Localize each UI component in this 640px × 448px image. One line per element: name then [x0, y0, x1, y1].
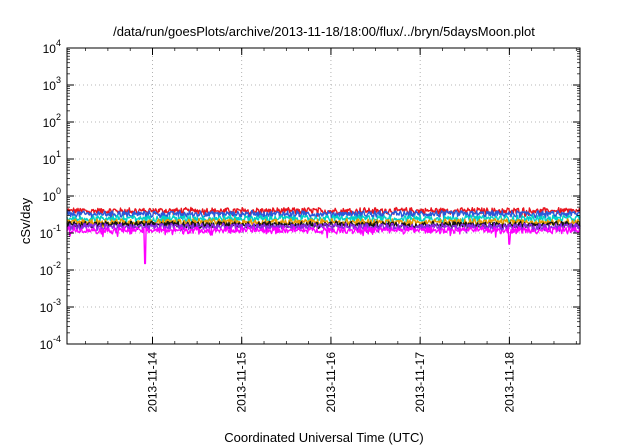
series-line — [66, 209, 581, 222]
x-axis: 2013-11-14 2013-11-15 2013-11-16 2013-11-17… — [85, 48, 577, 413]
y-tick-label: 10-4 — [40, 334, 61, 352]
chart-title: /data/run/goesPlots/archive/2013-11-18/1… — [113, 24, 535, 39]
y-tick-label: 10-2 — [40, 260, 61, 278]
y-tick-label: 10-1 — [40, 223, 61, 241]
y-tick-label: 103 — [43, 75, 61, 93]
y-axis-label: cSv/day — [18, 197, 33, 244]
x-axis-label: Coordinated Universal Time (UTC) — [224, 430, 423, 445]
y-tick-label: 101 — [43, 149, 61, 167]
y-tick-label: 104 — [43, 38, 61, 56]
y-tick-label: 100 — [43, 186, 61, 204]
series-line — [66, 226, 581, 265]
x-tick-label: 2013-11-15 — [235, 352, 249, 413]
y-tick-label: 102 — [43, 112, 61, 130]
y-tick-label: 10-3 — [40, 297, 61, 315]
x-tick-label: 2013-11-14 — [146, 352, 160, 413]
x-tick-label: 2013-11-17 — [413, 352, 427, 413]
x-tick-label: 2013-11-16 — [324, 352, 338, 413]
y-axis: 10-4 10-3 10-2 10-1 100 101 102 103 104 — [40, 38, 580, 352]
x-tick-label: 2013-11-18 — [502, 352, 516, 413]
data-series — [66, 206, 581, 265]
gridlines — [67, 48, 580, 344]
